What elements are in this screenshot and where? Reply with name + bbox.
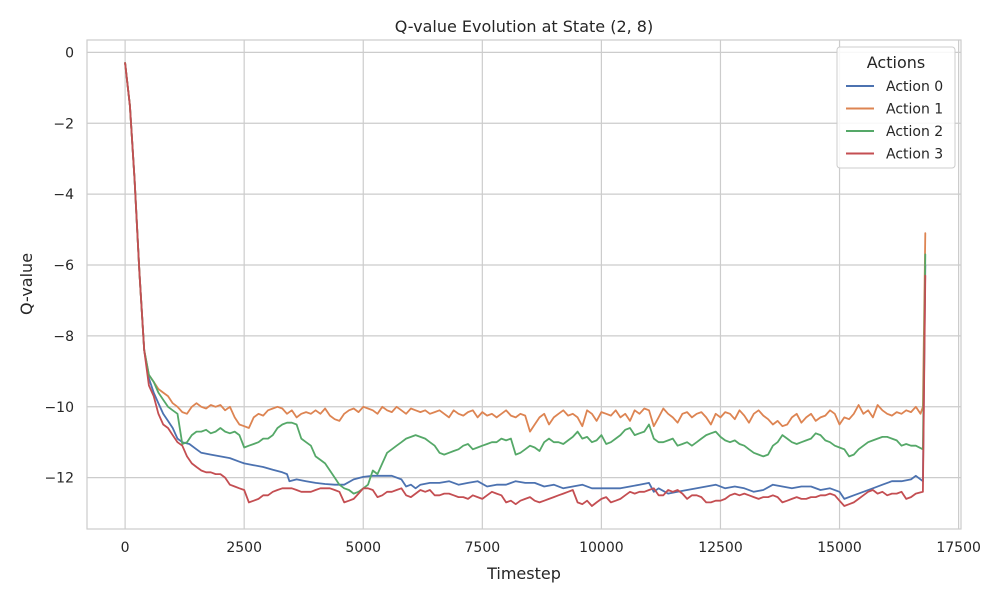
y-tick-label: −2 bbox=[53, 116, 74, 132]
y-tick-label: −10 bbox=[44, 400, 74, 416]
x-tick-label: 2500 bbox=[226, 540, 262, 556]
series-line-action-1 bbox=[124, 62, 927, 433]
legend-items: Action 0 Action 1 Action 2 Action 3 bbox=[846, 79, 943, 163]
chart-title: Q-value Evolution at State (2, 8) bbox=[395, 17, 653, 36]
y-tick-label: −4 bbox=[53, 187, 74, 203]
y-tick-label: −6 bbox=[53, 258, 74, 274]
x-tick-label: 17500 bbox=[936, 540, 981, 556]
series-line-action-2 bbox=[124, 62, 927, 495]
x-tick-label: 7500 bbox=[465, 540, 501, 556]
x-axis-label: Timestep bbox=[486, 564, 561, 583]
series-line-action-0 bbox=[124, 62, 927, 500]
legend-label-action-3: Action 3 bbox=[886, 147, 943, 163]
series-line-action-3 bbox=[124, 62, 927, 507]
x-axis-ticks: 0 2500 5000 7500 10000 12500 15000 17500 bbox=[121, 540, 981, 556]
y-tick-label: 0 bbox=[65, 45, 74, 61]
x-tick-label: 0 bbox=[121, 540, 130, 556]
x-tick-label: 15000 bbox=[817, 540, 862, 556]
y-axis-ticks: 0 −2 −4 −6 −8 −10 −12 bbox=[44, 45, 74, 486]
grid bbox=[87, 40, 961, 529]
x-tick-label: 5000 bbox=[345, 540, 381, 556]
legend-label-action-1: Action 1 bbox=[886, 102, 943, 118]
x-tick-label: 12500 bbox=[698, 540, 743, 556]
legend-title: Actions bbox=[867, 53, 925, 72]
plot-frame bbox=[86, 39, 962, 530]
legend-box bbox=[836, 46, 956, 169]
series-lines bbox=[124, 62, 927, 507]
x-tick-label: 10000 bbox=[579, 540, 624, 556]
legend-label-action-2: Action 2 bbox=[886, 124, 943, 140]
y-tick-label: −8 bbox=[53, 329, 74, 345]
y-axis-label: Q-value bbox=[17, 253, 36, 315]
y-tick-label: −12 bbox=[44, 471, 74, 487]
legend-label-action-0: Action 0 bbox=[886, 79, 943, 95]
legend: Actions Action 0 Action 1 Action 2 Action 3 bbox=[836, 46, 956, 169]
